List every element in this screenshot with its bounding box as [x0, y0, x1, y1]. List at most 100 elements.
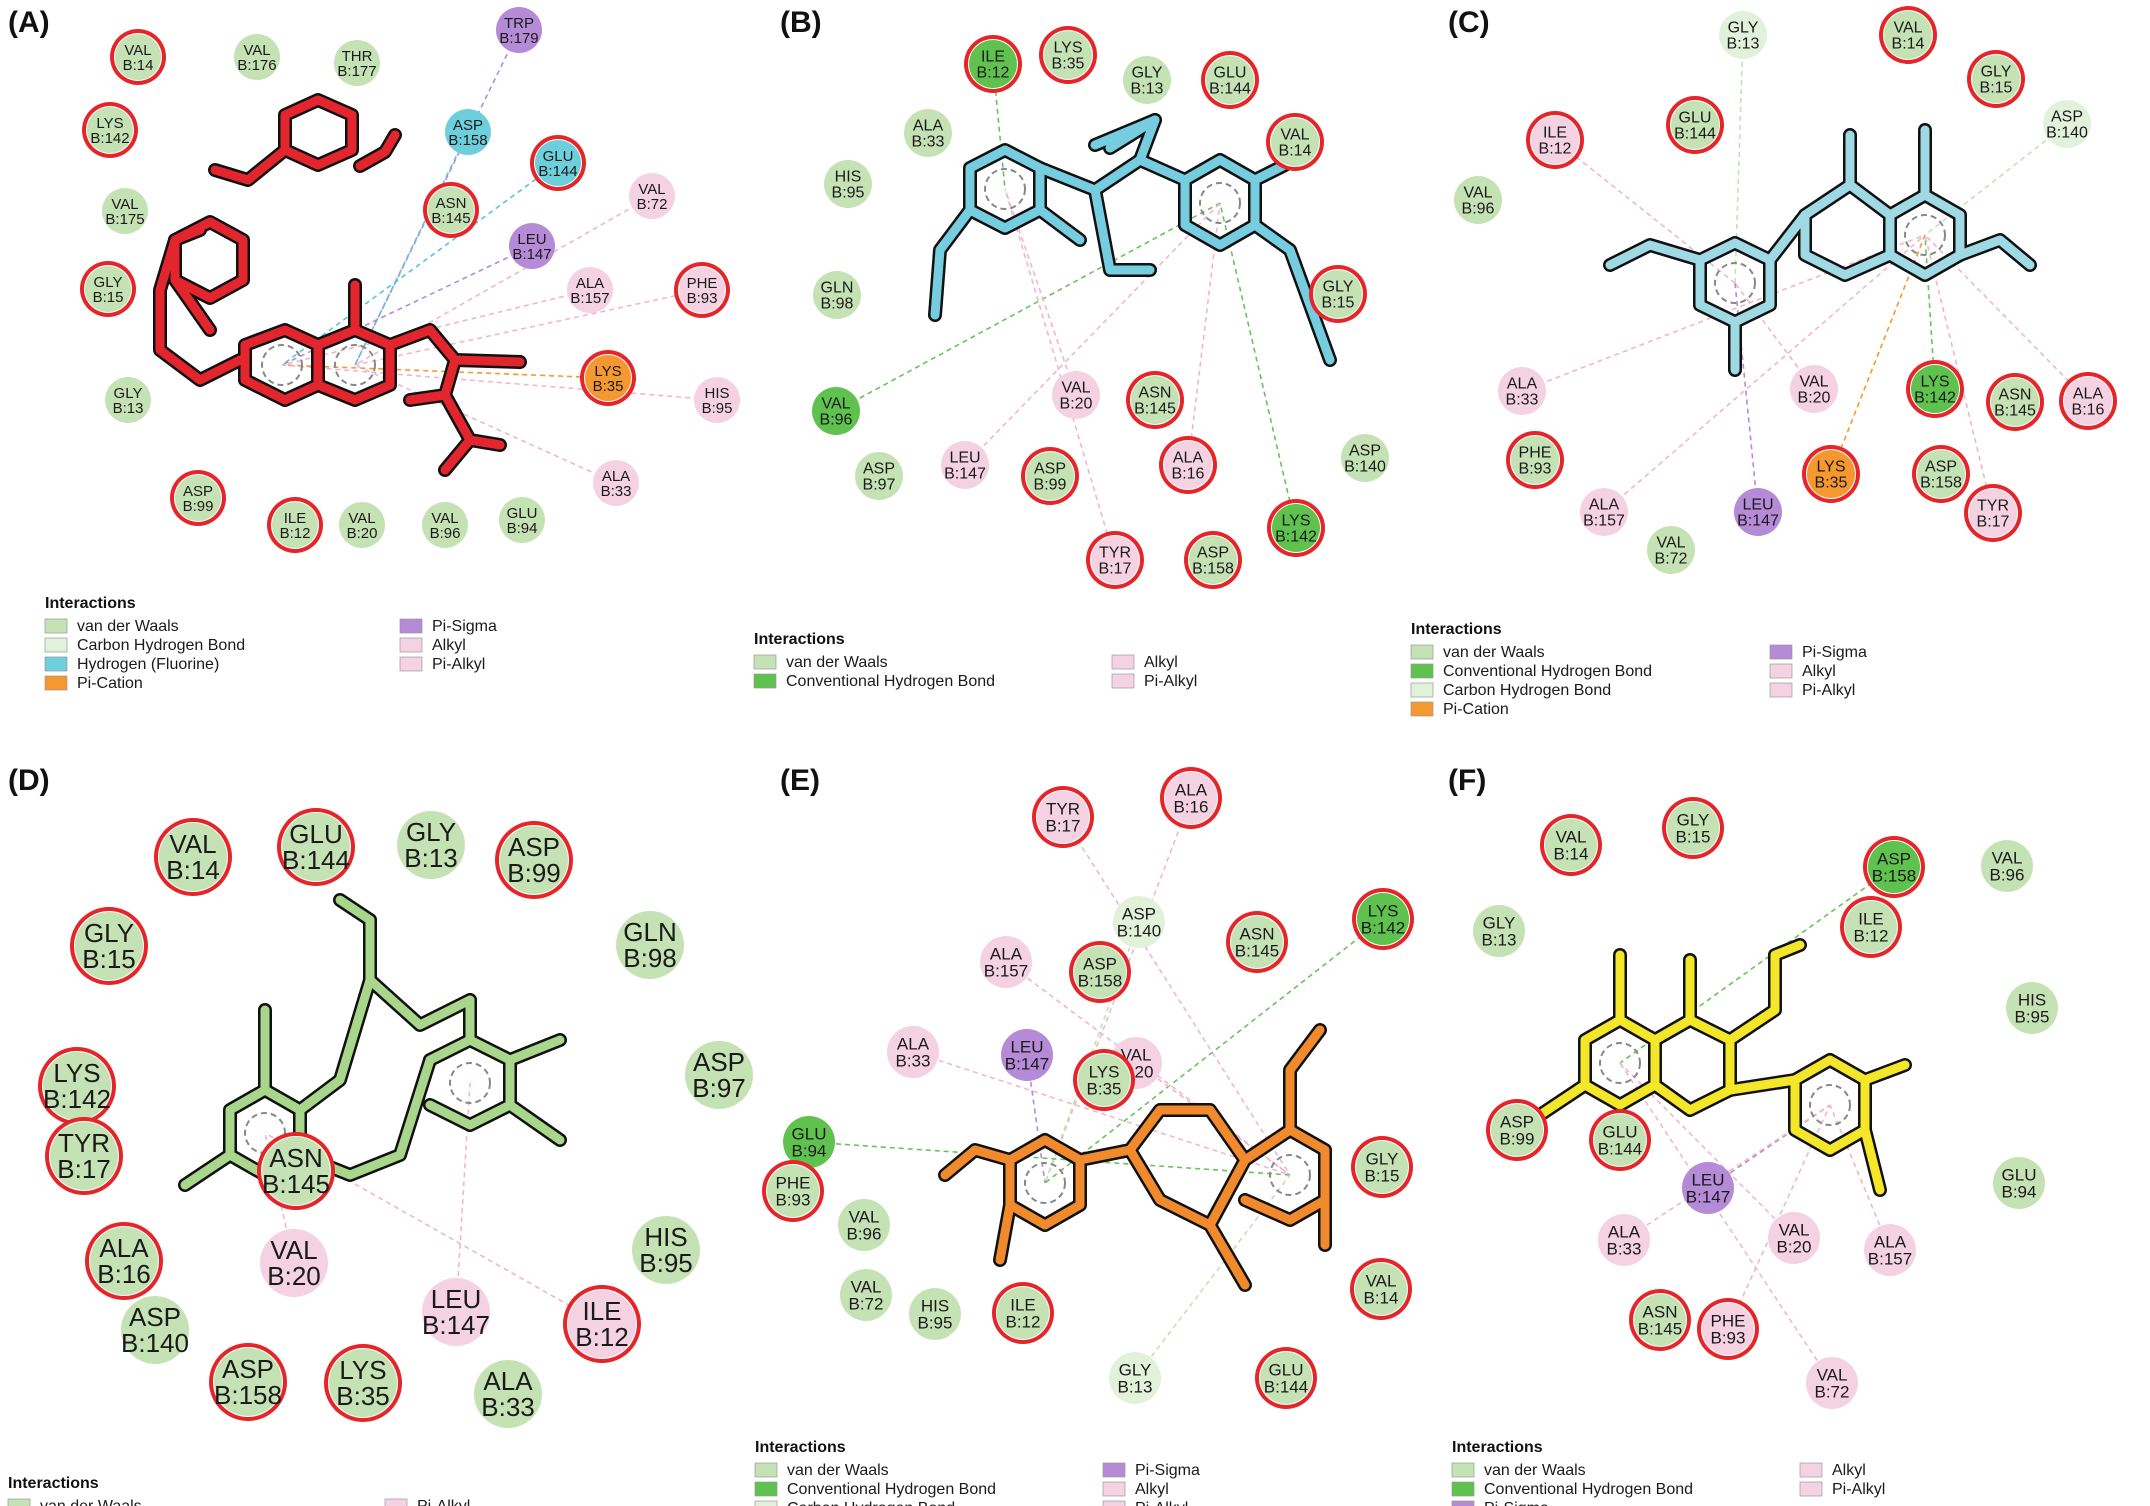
- residue-name: GLU: [1214, 65, 1247, 82]
- residue-disc: [115, 34, 161, 80]
- interaction-line: [1044, 797, 1192, 1184]
- ligand-bond-outline: [1723, 938, 1807, 1047]
- residue-name: PHE: [687, 275, 718, 292]
- residue-disc: [499, 497, 545, 543]
- residue-disc: [997, 1287, 1049, 1339]
- residue-disc: [175, 475, 221, 521]
- interaction-line: [1924, 234, 1994, 514]
- ligand-bond: [355, 130, 400, 171]
- residue-name: ALA: [913, 118, 944, 135]
- residue-number: B:12: [1539, 141, 1572, 158]
- aromatic-ring-marker: [1714, 262, 1756, 304]
- residue-number: B:144: [1209, 81, 1251, 98]
- residue-number: B:147: [944, 466, 986, 483]
- ligand-bond: [930, 205, 975, 320]
- residue-name: LEU: [1010, 1037, 1043, 1056]
- residue-number: B:94: [2002, 1182, 2037, 1201]
- residue-disc: [1511, 436, 1559, 484]
- residue-disc: [2064, 377, 2112, 425]
- residue-name: VAL: [1992, 848, 2023, 867]
- residue-number: B:95: [702, 400, 733, 417]
- ligand-bond: [1250, 160, 1290, 185]
- residue-disc: [90, 1227, 158, 1295]
- legend: Interactions van der Waals Conventional Hy…: [1451, 1439, 1885, 1506]
- ligand-bond: [1800, 180, 1895, 280]
- residue-name: ILE: [1543, 125, 1567, 142]
- legend-entry: van der Waals: [1484, 1462, 1586, 1479]
- residue-number: B:35: [1815, 475, 1848, 492]
- ligand-structure: [928, 113, 1337, 367]
- ligand-bond: [170, 275, 215, 335]
- ligand-bond: [1605, 240, 1705, 270]
- residue-disc: [535, 140, 581, 186]
- residue-name: GLN: [623, 917, 676, 947]
- residue-name: VAL: [821, 396, 850, 413]
- legend-entry: Alkyl: [1832, 1462, 1866, 1479]
- residue-name: PHE: [1519, 445, 1552, 462]
- legend-swatch: [1111, 673, 1135, 689]
- residue-name: GLN: [821, 280, 854, 297]
- residue-number: B:15: [1676, 827, 1711, 846]
- interaction-line: [964, 202, 1221, 466]
- ligand-bond: [1250, 220, 1335, 365]
- ligand-structure: [178, 893, 567, 1192]
- interaction-line: [835, 202, 1221, 412]
- legend-swatch: [1102, 1462, 1126, 1478]
- residue-name: ASN: [1999, 387, 2032, 404]
- legend-title: Interactions: [45, 595, 136, 612]
- residue-disc: [1993, 1157, 2045, 1209]
- residue-name: VAL: [124, 42, 151, 59]
- residue-name: ASP: [1500, 1112, 1534, 1131]
- residue-name: GLY: [84, 918, 134, 948]
- residue-number: B:20: [1798, 390, 1831, 407]
- residue-number: B:13: [404, 843, 458, 873]
- residue-disc: [397, 811, 465, 879]
- residue-name: LYS: [339, 1355, 386, 1385]
- legend-swatch: [1799, 1462, 1823, 1478]
- residue-name: LEU: [517, 231, 546, 248]
- residue-name: VAL: [851, 1277, 882, 1296]
- residue-number: B:97: [692, 1073, 746, 1103]
- residue-disc: [1164, 441, 1212, 489]
- residue-disc: [1594, 1114, 1646, 1166]
- residue-name: HIS: [644, 1222, 687, 1252]
- residue-disc: [282, 813, 350, 881]
- residue-disc: [616, 911, 684, 979]
- ligand-bond: [335, 895, 375, 925]
- residue-number: B:177: [337, 63, 376, 80]
- legend-entry: van der Waals: [786, 654, 888, 671]
- residue-number: B:72: [1655, 551, 1688, 568]
- legend-swatch: [399, 656, 423, 672]
- residue-number: B:157: [1868, 1249, 1912, 1268]
- residue-number: B:95: [2015, 1007, 2050, 1026]
